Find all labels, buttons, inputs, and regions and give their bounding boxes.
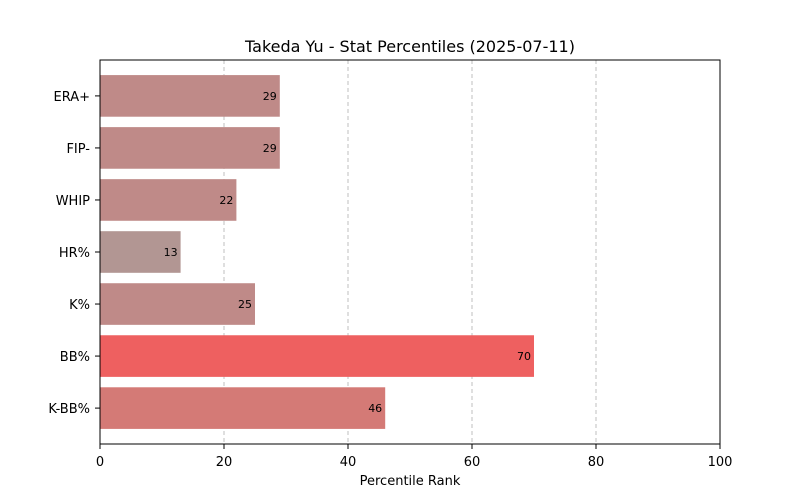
x-tick-label: 0 — [96, 455, 104, 470]
bar-value-label: 46 — [368, 402, 382, 415]
y-tick-label: K% — [69, 298, 90, 313]
y-tick-label: ERA+ — [53, 90, 90, 105]
bar-value-label: 70 — [517, 350, 531, 363]
y-tick-label: WHIP — [56, 194, 90, 209]
bars: 29 29 22 13 25 70 46 — [100, 75, 534, 429]
bar-value-label: 29 — [263, 90, 277, 103]
x-axis-label: Percentile Rank — [360, 474, 461, 489]
bar-value-label: 22 — [219, 194, 233, 207]
bar — [100, 179, 237, 221]
x-tick-label: 80 — [588, 455, 605, 470]
bar-value-label: 13 — [164, 246, 178, 259]
x-tick-label: 40 — [340, 455, 357, 470]
x-ticks: 0 20 40 60 80 100 — [96, 444, 733, 470]
bar-value-label: 29 — [263, 142, 277, 155]
bar — [100, 283, 255, 325]
bar — [100, 75, 280, 117]
grid-lines — [223, 60, 597, 444]
y-tick-label: BB% — [60, 350, 90, 365]
bar — [100, 127, 280, 169]
x-tick-label: 60 — [464, 455, 481, 470]
x-tick-label: 20 — [216, 455, 233, 470]
y-tick-labels: ERA+ FIP- WHIP HR% K% BB% K-BB% — [48, 90, 100, 417]
bar — [100, 387, 386, 429]
plot-frame — [99, 59, 721, 445]
bar — [100, 231, 181, 273]
y-tick-label: HR% — [59, 246, 90, 261]
chart-title: Takeda Yu - Stat Percentiles (2025-07-11… — [244, 37, 575, 56]
y-tick-label: FIP- — [66, 142, 90, 157]
y-tick-label: K-BB% — [48, 402, 90, 417]
x-tick-label: 100 — [708, 455, 733, 470]
bar — [100, 335, 534, 377]
bar-value-label: 25 — [238, 298, 252, 311]
